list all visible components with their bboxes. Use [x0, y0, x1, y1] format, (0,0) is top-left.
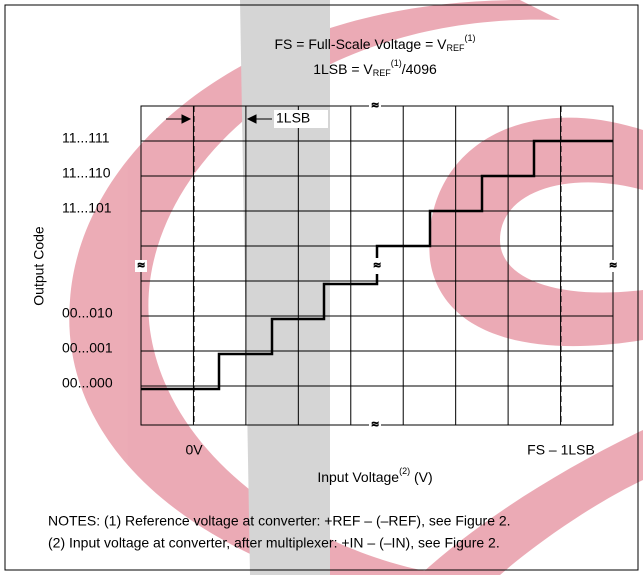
lsb-arrows: [166, 114, 272, 124]
title-line-1: FS = Full-Scale Voltage = VREF(1): [275, 33, 476, 53]
code-label: 00...010: [62, 305, 113, 321]
svg-text:≈: ≈: [372, 417, 379, 431]
superscript: (2): [399, 466, 410, 476]
svg-text:≈: ≈: [138, 258, 145, 272]
svg-text:≈: ≈: [374, 258, 381, 272]
y-axis-label: Output Code: [31, 226, 47, 306]
note: NOTES: (1) Reference voltage at converte…: [48, 513, 511, 529]
axis-text: Input Voltage: [317, 469, 399, 485]
title-text: FS = Full-Scale Voltage = V: [275, 36, 448, 52]
title-line-2: 1LSB = VREF(1)/4096: [313, 58, 437, 78]
axis-text: (V): [410, 469, 433, 485]
fs-label: FS – 1LSB: [527, 442, 595, 458]
break-marks: ≈ ≈ ≈ ≈ ≈: [135, 98, 619, 432]
subscript: REF: [446, 43, 465, 53]
x-axis-label: Input Voltage(2) (V): [317, 466, 432, 484]
label-bg: [274, 110, 328, 128]
code-label: 11...110: [62, 165, 111, 181]
note: (2) Input voltage at converter, after mu…: [48, 535, 500, 551]
code-label: 11...111: [62, 130, 110, 146]
code-label: 00...000: [62, 375, 113, 391]
frame: [4, 4, 639, 571]
title-text: /4096: [402, 61, 437, 77]
code-label: 00...001: [62, 340, 113, 356]
svg-text:≈: ≈: [610, 258, 617, 272]
lsb-label: 1LSB: [276, 110, 310, 126]
watermark: [69, 0, 643, 575]
code-labels: 11...111 11...110 11...101 00...010 00...001…: [62, 130, 113, 391]
subscript: REF: [373, 68, 392, 78]
title-text: 1LSB = V: [313, 61, 373, 77]
superscript: (1): [391, 58, 402, 68]
superscript: (1): [464, 33, 475, 43]
code-label: 11...101: [62, 200, 112, 216]
zero-label: 0V: [185, 442, 203, 458]
svg-text:≈: ≈: [372, 98, 379, 112]
